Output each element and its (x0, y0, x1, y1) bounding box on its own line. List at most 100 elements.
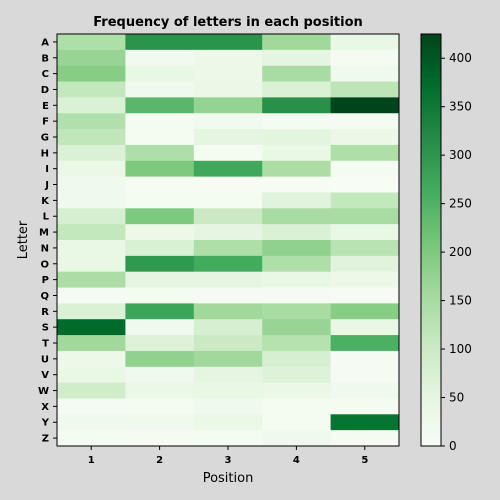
heatmap-cell (331, 319, 400, 335)
heatmap-cell (331, 145, 400, 161)
heatmap-cell (194, 288, 263, 304)
heatmap-cell (57, 414, 126, 430)
heatmap-cell (125, 351, 194, 367)
heatmap-cell (125, 50, 194, 66)
heatmap-cell (262, 351, 331, 367)
heatmap-cell (331, 288, 400, 304)
heatmap-cell (194, 66, 263, 82)
heatmap-cell (194, 145, 263, 161)
heatmap-cell (57, 256, 126, 272)
heatmap-cell (331, 192, 400, 208)
heatmap-cell (125, 288, 194, 304)
heatmap-cell (262, 303, 331, 319)
heatmap-cell (194, 192, 263, 208)
heatmap-cell (125, 66, 194, 82)
heatmap-cell (331, 256, 400, 272)
heatmap-cell (194, 383, 263, 399)
heatmap-cell (262, 66, 331, 82)
heatmap-cell (125, 383, 194, 399)
heatmap-cell (262, 192, 331, 208)
heatmap-cell (194, 398, 263, 414)
y-tick-label: R (41, 307, 49, 318)
heatmap-cell (262, 113, 331, 129)
heatmap-cell (125, 113, 194, 129)
heatmap-cell (57, 34, 126, 50)
y-tick-label: H (41, 148, 49, 159)
heatmap-cell (125, 177, 194, 193)
heatmap-cell (331, 208, 400, 224)
y-tick-label: F (42, 117, 49, 128)
x-tick-label: 2 (156, 455, 163, 466)
heatmap-cell (194, 34, 263, 50)
heatmap-cell (57, 192, 126, 208)
heatmap-cell (57, 303, 126, 319)
y-tick-label: W (38, 386, 49, 397)
heatmap-cell (262, 50, 331, 66)
heatmap-cell (331, 303, 400, 319)
colorbar-tick-label: 400 (449, 51, 472, 65)
colorbar-tick-label: 300 (449, 148, 472, 162)
heatmap-cells (57, 34, 399, 446)
heatmap-cell (57, 161, 126, 177)
heatmap-cell (262, 430, 331, 446)
heatmap-cell (125, 319, 194, 335)
heatmap-cell (194, 351, 263, 367)
heatmap-cell (331, 240, 400, 256)
heatmap-cell (262, 34, 331, 50)
colorbar-tick-label: 100 (449, 342, 472, 356)
colorbar-tick-label: 150 (449, 294, 472, 308)
heatmap-cell (57, 66, 126, 82)
y-tick-label: O (40, 259, 49, 270)
heatmap-cell (262, 272, 331, 288)
heatmap-cell (125, 224, 194, 240)
heatmap-cell (125, 97, 194, 113)
heatmap-cell (194, 414, 263, 430)
y-tick-label: B (41, 53, 49, 64)
heatmap-cell (194, 82, 263, 98)
heatmap-cell (194, 50, 263, 66)
heatmap-cell (331, 224, 400, 240)
heatmap-cell (262, 383, 331, 399)
y-tick-label: Z (42, 434, 49, 445)
y-tick-label: Q (40, 291, 49, 302)
heatmap-cell (262, 240, 331, 256)
heatmap-cell (57, 335, 126, 351)
y-tick-label: N (41, 243, 49, 254)
y-tick-label: P (42, 275, 49, 286)
heatmap-cell (57, 208, 126, 224)
y-tick-label: J (44, 180, 49, 191)
colorbar-tick-label: 0 (449, 439, 457, 453)
y-tick-label: A (41, 37, 49, 48)
heatmap-cell (57, 272, 126, 288)
chart-title: Frequency of letters in each position (93, 15, 363, 30)
heatmap-cell (125, 398, 194, 414)
y-tick-label: S (42, 323, 49, 334)
heatmap-cell (125, 272, 194, 288)
y-tick-label: X (41, 402, 49, 413)
heatmap-cell (331, 177, 400, 193)
colorbar-tick-label: 200 (449, 245, 472, 259)
heatmap-cell (262, 319, 331, 335)
heatmap-cell (194, 240, 263, 256)
heatmap-cell (125, 335, 194, 351)
heatmap-cell (262, 414, 331, 430)
heatmap-cell (57, 367, 126, 383)
heatmap-cell (262, 288, 331, 304)
x-tick-label: 1 (88, 455, 95, 466)
x-tick-label: 5 (361, 455, 368, 466)
heatmap-cell (262, 97, 331, 113)
heatmap-cell (57, 145, 126, 161)
heatmap-cell (331, 113, 400, 129)
heatmap-cell (125, 367, 194, 383)
heatmap-cell (57, 288, 126, 304)
heatmap-cell (331, 34, 400, 50)
heatmap-cell (57, 383, 126, 399)
heatmap-cell (57, 398, 126, 414)
heatmap-cell (194, 224, 263, 240)
x-axis-ticks: 1 2 3 4 5 (88, 446, 369, 466)
heatmap-cell (331, 161, 400, 177)
heatmap-cell (331, 383, 400, 399)
y-tick-label: C (42, 69, 49, 80)
y-tick-label: V (41, 370, 49, 381)
